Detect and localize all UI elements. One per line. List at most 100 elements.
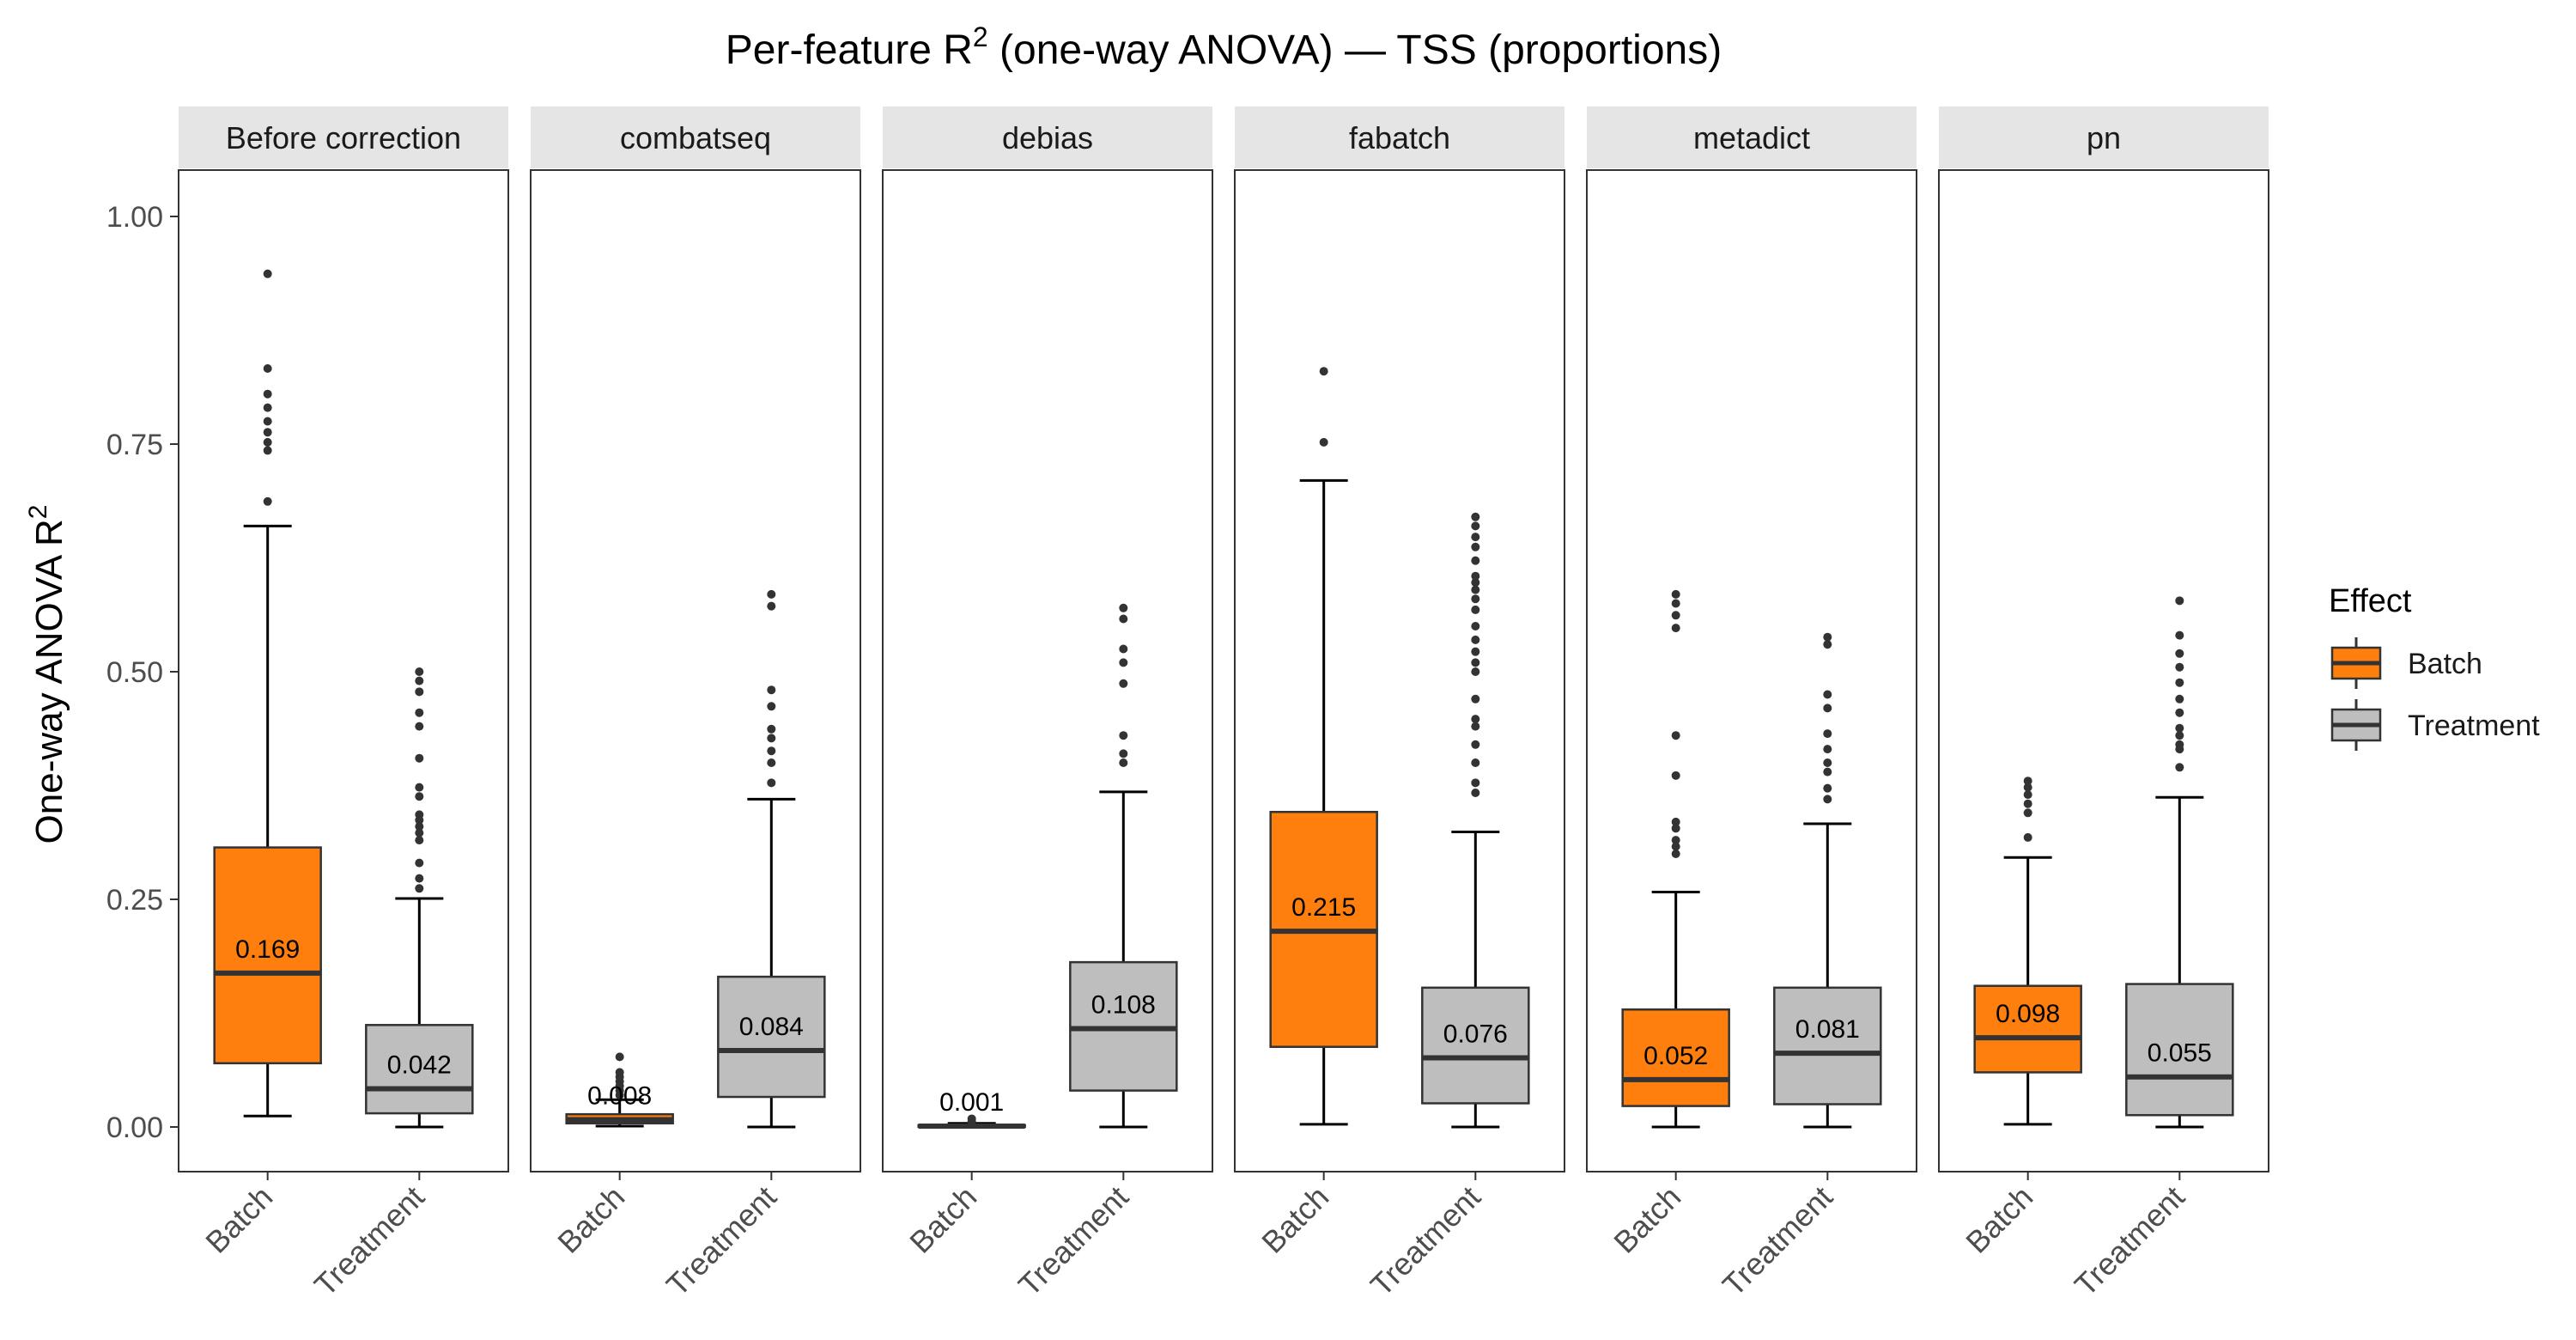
outlier-point	[1471, 533, 1480, 542]
x-tick-label: Batch	[1255, 1179, 1335, 1260]
outlier-point	[1671, 770, 1680, 780]
outlier-point	[1471, 788, 1480, 797]
outlier-point	[767, 685, 776, 695]
outlier-point	[2175, 649, 2184, 658]
outlier-point	[415, 783, 424, 792]
y-tick-label: 1.00	[106, 201, 163, 234]
outlier-point	[1471, 521, 1480, 531]
median-label: 0.098	[1996, 1000, 2060, 1028]
outlier-point	[1471, 605, 1480, 614]
median-label: 0.081	[1795, 1015, 1860, 1044]
outlier-point	[1471, 512, 1480, 521]
outlier-point	[2175, 630, 2184, 640]
median-label: 0.055	[2148, 1039, 2212, 1068]
legend-label: Treatment	[2408, 710, 2540, 742]
outlier-point	[615, 1052, 624, 1062]
outlier-point	[1471, 622, 1480, 630]
facet-panel: fabatch 0.215 Batch 0.076 Treatment	[1234, 107, 1565, 1303]
outlier-point	[415, 858, 424, 868]
outlier-point	[1823, 640, 1832, 649]
boxplot-batch: 0.001	[917, 1088, 1026, 1129]
median-label: 0.008	[587, 1082, 652, 1111]
outlier-point	[415, 810, 424, 819]
x-tick-label: Batch	[1959, 1179, 2039, 1260]
outlier-point	[767, 746, 776, 756]
boxplot-batch: 0.052	[1621, 589, 1730, 1129]
outlier-point	[1471, 667, 1480, 676]
boxplot-treatment: 0.084	[717, 589, 826, 1129]
outlier-point	[1119, 603, 1128, 612]
outlier-point	[1823, 745, 1832, 754]
facet-strip-label: Before correction	[226, 120, 461, 155]
x-tick-label: Batch	[902, 1179, 983, 1260]
iqr-box	[1973, 984, 2082, 1074]
median-label: 0.076	[1443, 1020, 1508, 1048]
outlier-point	[767, 758, 776, 767]
boxplot-batch: 0.169	[213, 269, 322, 1118]
y-tick-label: 0.00	[106, 1112, 163, 1144]
outlier-point	[1319, 437, 1328, 447]
median-label: 0.052	[1643, 1042, 1708, 1070]
iqr-box	[213, 846, 322, 1065]
chart-title-main: Per-feature R	[726, 27, 973, 73]
boxplot-batch: 0.008	[565, 1052, 674, 1128]
iqr-box	[365, 1024, 474, 1115]
outlier-point	[263, 364, 272, 374]
outlier-point	[415, 676, 424, 685]
facet-panel: debias 0.001 Batch 0.108 Treatment	[882, 107, 1213, 1303]
outlier-point	[1471, 571, 1480, 581]
legend-item-batch: Batch	[2330, 637, 2482, 689]
outlier-point	[2023, 790, 2032, 800]
outlier-point	[2175, 740, 2184, 749]
outlier-point	[1471, 778, 1480, 788]
median-label: 0.042	[387, 1051, 452, 1079]
outlier-point	[1671, 842, 1680, 851]
outlier-point	[2175, 662, 2184, 672]
facet-strip-label: combatseq	[620, 120, 771, 155]
facet-strip	[179, 107, 508, 168]
outlier-point	[1319, 367, 1328, 376]
facet-strip	[883, 107, 1212, 168]
median-label: 0.001	[939, 1088, 1004, 1117]
outlier-point	[1119, 644, 1128, 654]
outlier-point	[2175, 708, 2184, 717]
boxplot-treatment: 0.042	[365, 667, 474, 1129]
outlier-point	[263, 428, 272, 437]
iqr-box	[2125, 983, 2234, 1117]
outlier-point	[1119, 658, 1128, 667]
outlier-point	[767, 589, 776, 599]
outlier-point	[1823, 795, 1832, 804]
outlier-point	[1671, 599, 1680, 608]
boxplot-batch: 0.098	[1973, 777, 2082, 1126]
outlier-point	[2023, 832, 2032, 842]
outlier-point	[1119, 758, 1128, 767]
outlier-point	[263, 417, 272, 426]
x-tick-label: Batch	[550, 1179, 631, 1260]
outlier-point	[2023, 808, 2032, 818]
outlier-point	[1471, 658, 1480, 667]
facet-panel: Before correction 0.169 Batch 0.042 Treatmen…	[178, 107, 509, 1303]
x-tick-label: Treatment	[2068, 1179, 2191, 1303]
outlier-point	[2023, 783, 2032, 792]
x-tick-label: Treatment	[1364, 1179, 1487, 1303]
iqr-box	[1621, 1008, 1730, 1107]
outlier-point	[263, 496, 272, 506]
facet-strip	[1939, 107, 2269, 168]
x-tick-label: Batch	[198, 1179, 279, 1260]
legend-title: Effect	[2329, 583, 2412, 619]
outlier-point	[1471, 578, 1480, 588]
chart-title: Per-feature R2 (one-way ANOVA) — TSS (pr…	[726, 21, 1722, 73]
outlier-point	[1671, 824, 1680, 833]
facet-panel: metadict 0.052 Batch 0.081 Treatment	[1586, 107, 1917, 1303]
outlier-point	[2175, 723, 2184, 733]
boxplot-treatment: 0.108	[1069, 603, 1178, 1129]
y-tick-label: 0.75	[106, 429, 163, 461]
outlier-point	[415, 708, 424, 717]
median-label: 0.215	[1291, 893, 1356, 922]
y-tick-label: 0.25	[106, 884, 163, 917]
outlier-point	[415, 792, 424, 801]
x-tick-label: Treatment	[307, 1179, 431, 1303]
y-axis-title: One-way ANOVA R2	[24, 505, 70, 844]
outlier-point	[1471, 694, 1480, 704]
y-axis-title-superscript: 2	[24, 505, 52, 520]
